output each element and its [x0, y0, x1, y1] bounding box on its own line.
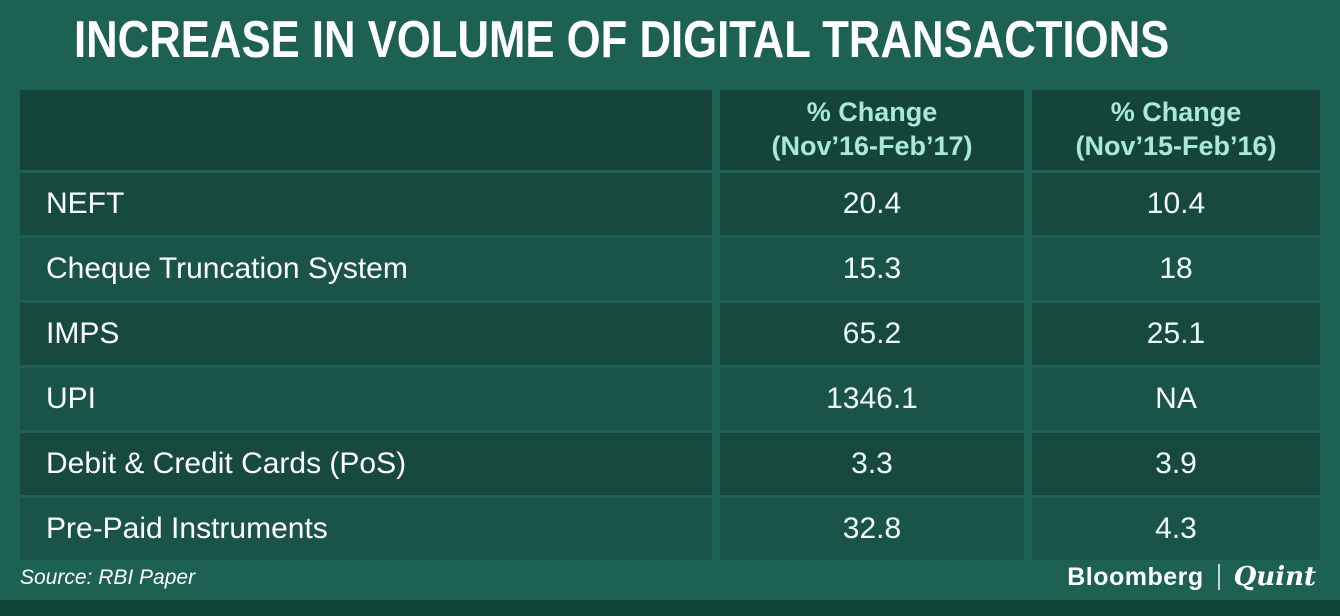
- value-cell: 3.3: [720, 433, 1024, 495]
- bottom-strip: [0, 600, 1340, 616]
- value-cell: 1346.1: [720, 368, 1024, 430]
- row-label-debit-credit-cards-pos: Debit & Credit Cards (PoS): [20, 433, 712, 495]
- row-label-pre-paid-instruments: Pre-Paid Instruments: [20, 498, 712, 560]
- col-header-change-nov15-feb16: % Change (Nov’15-Feb’16): [1032, 90, 1320, 170]
- bloomberg-logo: Bloomberg: [1067, 562, 1204, 591]
- logo-divider: [1217, 564, 1220, 590]
- value-cell: 10.4: [1032, 173, 1320, 235]
- value-cell: 20.4: [720, 173, 1024, 235]
- col-header-spacer: [20, 90, 712, 170]
- value-cell: 25.1: [1032, 303, 1320, 365]
- value-cell: NA: [1032, 368, 1320, 430]
- title-band: [0, 0, 1340, 74]
- row-label-imps: IMPS: [20, 303, 712, 365]
- quint-logo: Quint: [1233, 562, 1316, 592]
- row-label-neft: NEFT: [20, 173, 712, 235]
- col-header-change-nov16-feb17: % Change (Nov’16-Feb’17): [720, 90, 1024, 170]
- value-cell: 15.3: [720, 238, 1024, 300]
- col-header-line1: % Change: [806, 97, 938, 128]
- value-cell: 4.3: [1032, 498, 1320, 560]
- row-label-upi: UPI: [20, 368, 712, 430]
- row-label-cheque-truncation-system: Cheque Truncation System: [20, 238, 712, 300]
- col-header-line1: % Change: [1110, 97, 1242, 128]
- value-cell: 65.2: [720, 303, 1024, 365]
- transactions-table: % Change (Nov’16-Feb’17) % Change (Nov’1…: [20, 90, 1320, 560]
- value-cell: 18: [1032, 238, 1320, 300]
- col-header-line2: (Nov’16-Feb’17): [771, 131, 973, 161]
- page-title: INCREASE IN VOLUME OF DIGITAL TRANSACTIO…: [74, 11, 1170, 69]
- value-cell: 3.9: [1032, 433, 1320, 495]
- col-header-line2: (Nov’15-Feb’16): [1075, 131, 1277, 161]
- brand-lockup: Bloomberg Quint: [1067, 562, 1316, 592]
- value-cell: 32.8: [720, 498, 1024, 560]
- source-note: Source: RBI Paper: [20, 566, 196, 589]
